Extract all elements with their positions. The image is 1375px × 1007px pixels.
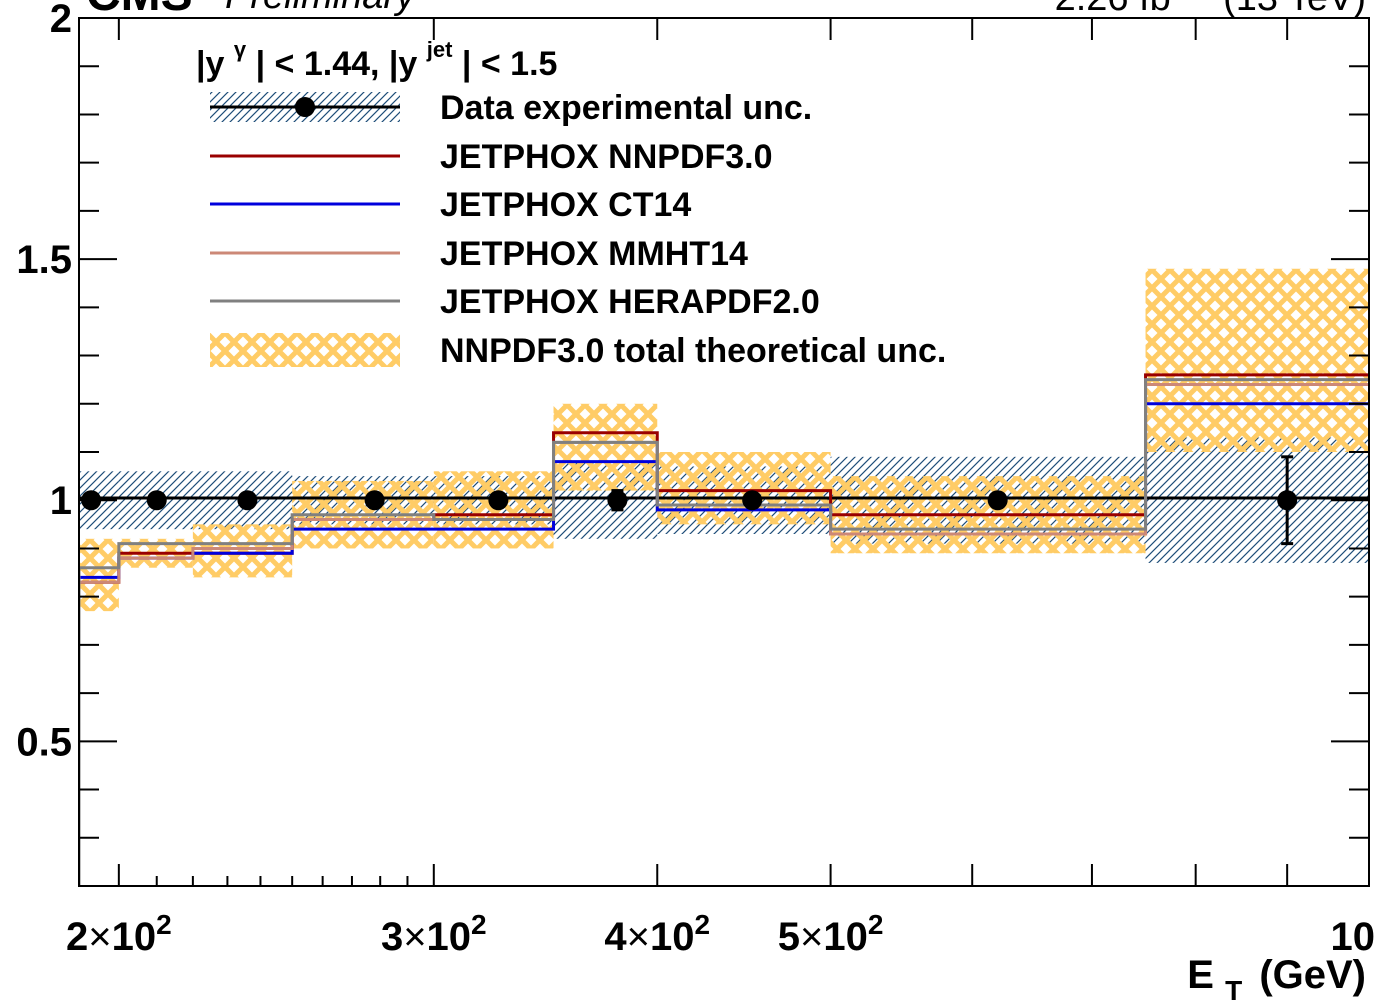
- x-tick-times-2: ×: [627, 915, 650, 959]
- lumi-label: 2.26 fb -1 (13 TeV): [1055, 0, 1366, 19]
- legend-label-mmht14: JETPHOX MMHT14: [440, 235, 748, 273]
- theory-band-bin-5: [553, 403, 658, 491]
- annotation-sup-1: γ: [234, 37, 247, 62]
- x-tick-mantissa-4: 10: [1331, 915, 1375, 959]
- x-tick-label-4: 10: [1331, 915, 1375, 959]
- status-label: Preliminary: [225, 0, 417, 17]
- x-tick-times-0: ×: [88, 915, 111, 959]
- x-tick-label-1: 3×102: [381, 909, 487, 959]
- data-point-5: [607, 490, 628, 511]
- x-tick-mantissa-2: 4: [604, 915, 627, 959]
- lumi-exponent: -1: [1181, 0, 1204, 2]
- legend-item-data: Data experimental unc.: [210, 89, 812, 127]
- x-tick-base-2: 10: [650, 915, 695, 959]
- x-axis-symbol: E: [1187, 953, 1214, 997]
- x-tick-exp-3: 2: [868, 909, 884, 940]
- legend-item-mmht14: JETPHOX MMHT14: [210, 235, 748, 273]
- legend-item-herapdf: JETPHOX HERAPDF2.0: [210, 283, 820, 321]
- x-axis-title: E T (GeV): [1187, 953, 1366, 1007]
- data-point-3: [364, 490, 385, 511]
- x-tick-mantissa-3: 5: [778, 915, 800, 959]
- data-points: [81, 455, 1298, 546]
- data-point-4: [488, 490, 509, 511]
- y-tick-label-1: 1: [50, 479, 72, 523]
- rapidity-annotation: |y γ | < 1.44, |y jet | < 1.5: [196, 27, 557, 83]
- x-tick-times-3: ×: [800, 915, 823, 959]
- legend-label-ct14: JETPHOX CT14: [440, 186, 691, 224]
- experiment-label: CMS: [86, 0, 193, 21]
- lumi-value: 2.26 fb: [1055, 0, 1171, 19]
- theory-series: [79, 373, 1369, 886]
- x-tick-base-0: 10: [112, 915, 156, 959]
- theory-band-bin-6: [657, 452, 831, 525]
- x-tick-exp-1: 2: [471, 909, 487, 940]
- data-point-1: [146, 490, 167, 511]
- x-tick-exp-0: 2: [156, 909, 172, 940]
- x-axis-unit: (GeV): [1259, 953, 1366, 997]
- x-tick-base-3: 10: [823, 915, 868, 959]
- theory-uncertainty-band: [79, 268, 1369, 612]
- legend-label-nnpdf: JETPHOX NNPDF3.0: [440, 138, 773, 176]
- legend-item-ct14: JETPHOX CT14: [210, 186, 691, 224]
- annotation-part-2: | < 1.44, |y: [256, 45, 418, 83]
- annotation-part-1: |y: [196, 45, 225, 83]
- data-point-6: [742, 490, 763, 511]
- annotation-sup-2: jet: [426, 37, 453, 62]
- legend-label-data: Data experimental unc.: [440, 89, 812, 127]
- legend-item-nnpdf: JETPHOX NNPDF3.0: [210, 138, 773, 176]
- y-tick-label-3: 2: [50, 0, 72, 41]
- x-tick-times-1: ×: [403, 915, 426, 959]
- y-tick-label-2: 1.5: [16, 238, 72, 282]
- theory-band-bin-0: [79, 538, 119, 612]
- data-point-2: [237, 490, 258, 511]
- data-point-8: [1277, 490, 1298, 511]
- energy-value: (13 TeV): [1223, 0, 1366, 19]
- theory-band-bin-8: [1145, 268, 1369, 452]
- x-tick-mantissa-1: 3: [381, 915, 403, 959]
- series-line-3: [79, 378, 1369, 886]
- x-tick-exp-2: 2: [695, 909, 711, 940]
- x-axis-subscript: T: [1225, 975, 1242, 1006]
- annotation-part-3: | < 1.5: [462, 45, 558, 83]
- legend-item-theory-band: NNPDF3.0 total theoretical unc.: [210, 332, 946, 370]
- legend-label-theory-band: NNPDF3.0 total theoretical unc.: [440, 332, 946, 370]
- y-tick-label-0: 0.5: [16, 720, 72, 764]
- x-tick-base-1: 10: [427, 915, 472, 959]
- axis-ticks: [78, 18, 1370, 886]
- axis-tick-labels: 0.511.522×102 3×102 4×102 5×102 10: [16, 0, 1375, 959]
- x-tick-mantissa-0: 2: [66, 915, 88, 959]
- data-point-7: [987, 490, 1008, 511]
- x-tick-label-3: 5×102: [778, 909, 884, 959]
- legend: Data experimental unc. JETPHOX NNPDF3.0 …: [210, 89, 946, 370]
- theory-band-bin-2: [192, 524, 293, 578]
- legend-label-herapdf: JETPHOX HERAPDF2.0: [440, 283, 820, 321]
- x-tick-label-2: 4×102: [604, 909, 710, 959]
- theory-band-bin-4: [433, 471, 554, 549]
- x-tick-label-0: 2×102: [66, 909, 172, 959]
